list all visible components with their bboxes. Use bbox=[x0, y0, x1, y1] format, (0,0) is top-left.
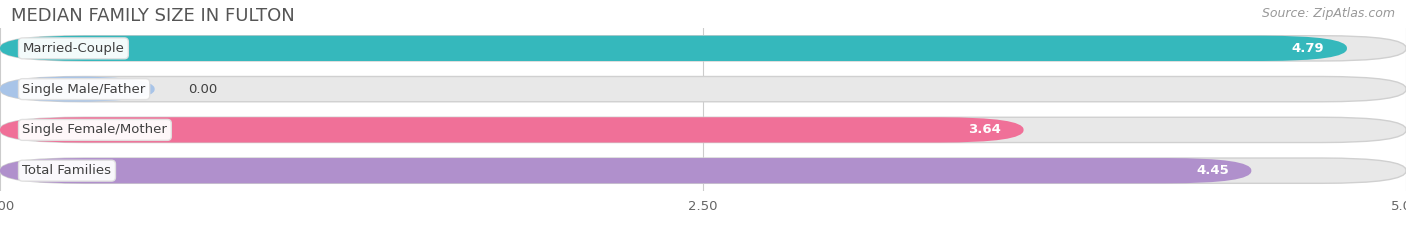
FancyBboxPatch shape bbox=[0, 117, 1024, 143]
Text: Single Female/Mother: Single Female/Mother bbox=[22, 123, 167, 136]
Text: Total Families: Total Families bbox=[22, 164, 111, 177]
Text: 4.79: 4.79 bbox=[1292, 42, 1324, 55]
FancyBboxPatch shape bbox=[0, 36, 1406, 61]
FancyBboxPatch shape bbox=[0, 158, 1251, 183]
Text: Single Male/Father: Single Male/Father bbox=[22, 83, 146, 96]
Text: Source: ZipAtlas.com: Source: ZipAtlas.com bbox=[1261, 7, 1395, 20]
Text: Married-Couple: Married-Couple bbox=[22, 42, 124, 55]
Text: MEDIAN FAMILY SIZE IN FULTON: MEDIAN FAMILY SIZE IN FULTON bbox=[11, 7, 295, 25]
FancyBboxPatch shape bbox=[0, 158, 1406, 183]
FancyBboxPatch shape bbox=[0, 76, 1406, 102]
FancyBboxPatch shape bbox=[0, 76, 155, 102]
Text: 3.64: 3.64 bbox=[969, 123, 1001, 136]
FancyBboxPatch shape bbox=[0, 36, 1347, 61]
FancyBboxPatch shape bbox=[0, 117, 1406, 143]
Text: 4.45: 4.45 bbox=[1197, 164, 1229, 177]
Text: 0.00: 0.00 bbox=[188, 83, 218, 96]
